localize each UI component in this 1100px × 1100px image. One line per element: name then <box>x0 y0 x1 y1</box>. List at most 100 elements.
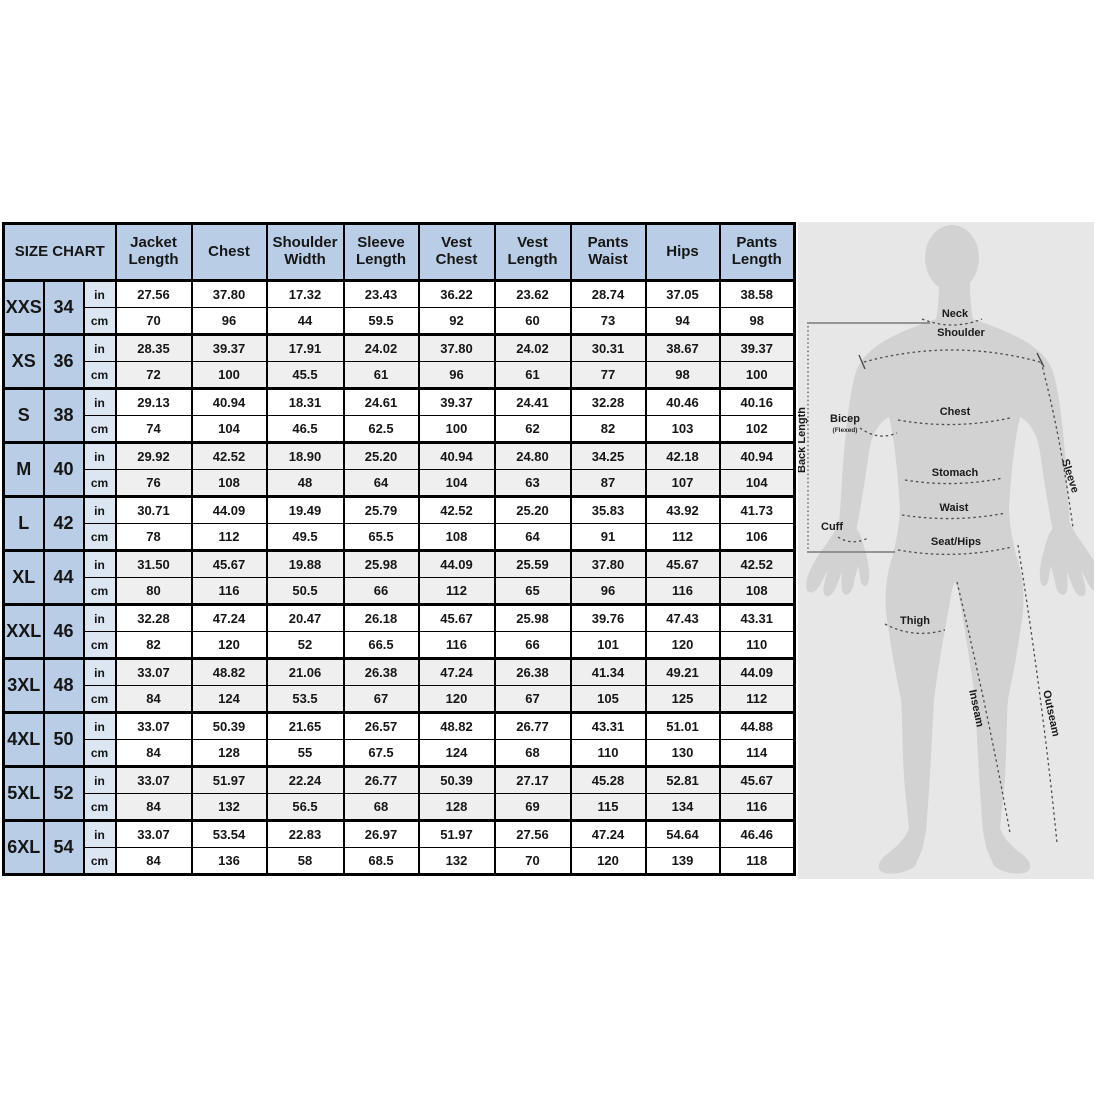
table-row: cm 76 108 48 64 104 63 87 107 104 <box>4 469 796 497</box>
measurement-cell: 107 <box>644 469 721 497</box>
measurement-cell: 104 <box>718 469 796 497</box>
table-row: cm 84 136 58 68.5 132 70 120 139 118 <box>4 847 796 875</box>
measurement-cell: 55 <box>265 739 345 767</box>
measurement-cell: 41.34 <box>569 657 647 686</box>
column-header: Shoulder Width <box>265 223 345 282</box>
measurement-cell: 42.52 <box>190 441 268 470</box>
unit-cell: cm <box>82 415 117 443</box>
measurement-cell: 24.02 <box>493 333 572 362</box>
seat-hips-label: Seat/Hips <box>931 536 981 548</box>
measurement-cell: 116 <box>718 793 796 821</box>
measurement-cell: 43.31 <box>718 603 796 632</box>
measurement-cell: 39.37 <box>718 333 796 362</box>
thigh-label: Thigh <box>900 615 930 627</box>
table-row: L 42 in 30.71 44.09 19.49 25.79 42.52 25.20 35.83… <box>2 495 796 551</box>
measurement-cell: 26.18 <box>342 603 420 632</box>
column-header: Pants Length <box>718 223 796 282</box>
measurement-cell: 65 <box>493 577 572 605</box>
sleeve-measure-line <box>1040 361 1074 529</box>
inseam-measure-line <box>956 581 1011 834</box>
table-row: cm 74 104 46.5 62.5 100 62 82 103 102 <box>4 415 796 443</box>
measurement-cell: 39.37 <box>190 333 268 362</box>
measurement-cell: 50.39 <box>190 711 268 740</box>
measurement-cell: 42.18 <box>644 441 721 470</box>
outseam-label: Outseam <box>1040 689 1062 738</box>
measurement-cell: 134 <box>644 793 721 821</box>
measurement-cell: 29.13 <box>114 387 193 416</box>
measurement-cell: 24.80 <box>493 441 572 470</box>
measurement-cell: 108 <box>718 577 796 605</box>
measurement-cell: 52 <box>265 631 345 659</box>
size-number-cell: 46 <box>42 603 85 659</box>
measurement-cell: 26.77 <box>342 765 420 794</box>
measurement-cell: 37.05 <box>644 279 721 308</box>
stomach-measure-line <box>904 477 1004 485</box>
measurement-cell: 112 <box>718 685 796 713</box>
measurement-cell: 66 <box>342 577 420 605</box>
size-chart-table: SIZE CHART Jacket Length Chest Shoulder Wi… <box>2 222 796 876</box>
size-number-cell: 48 <box>42 657 85 713</box>
measurement-cell: 45.28 <box>569 765 647 794</box>
measurement-cell: 68.5 <box>342 847 420 875</box>
size-label-cell: 3XL <box>2 657 45 713</box>
table-row: cm 72 100 45.5 61 96 61 77 98 100 <box>4 361 796 389</box>
measurement-cell: 22.24 <box>265 765 345 794</box>
measurement-cell: 132 <box>417 847 496 875</box>
size-label-cell: 6XL <box>2 819 45 875</box>
column-header: Jacket Length <box>114 223 193 282</box>
shoulder-label: Shoulder <box>937 327 985 339</box>
measurement-cell: 36.22 <box>417 279 496 308</box>
seat-hips-measure-line <box>897 546 1013 555</box>
size-label-cell: 4XL <box>2 711 45 767</box>
size-number-cell: 40 <box>42 441 85 497</box>
measurement-cell: 69 <box>493 793 572 821</box>
unit-cell: cm <box>82 523 117 551</box>
measurement-cell: 67.5 <box>342 739 420 767</box>
measurement-cell: 59.5 <box>342 307 420 335</box>
unit-cell: cm <box>82 631 117 659</box>
table-row: XS 36 in 28.35 39.37 17.91 24.02 37.80 24.02 30.3… <box>2 333 796 389</box>
shoulder-measure-line <box>863 349 1041 363</box>
measurement-cell: 84 <box>114 685 193 713</box>
measurement-cell: 61 <box>342 361 420 389</box>
measurement-cell: 102 <box>718 415 796 443</box>
measurement-cell: 25.20 <box>342 441 420 470</box>
size-label-cell: XS <box>2 333 45 389</box>
size-number-cell: 52 <box>42 765 85 821</box>
unit-cell: cm <box>82 361 117 389</box>
measurement-cell: 25.20 <box>493 495 572 524</box>
measurement-cell: 28.74 <box>569 279 647 308</box>
measurement-cell: 108 <box>417 523 496 551</box>
measurement-cell: 42.52 <box>718 549 796 578</box>
column-header: Sleeve Length <box>342 223 420 282</box>
unit-cell: cm <box>82 577 117 605</box>
measurement-cell: 70 <box>114 307 193 335</box>
measurement-cell: 26.97 <box>342 819 420 848</box>
measurement-cell: 53.54 <box>190 819 268 848</box>
measurement-cell: 50.39 <box>417 765 496 794</box>
measurement-cell: 40.94 <box>417 441 496 470</box>
chest-measure-line <box>897 417 1011 426</box>
measurement-cell: 70 <box>493 847 572 875</box>
measurement-cell: 68 <box>342 793 420 821</box>
measurement-cell: 24.41 <box>493 387 572 416</box>
measurement-cell: 112 <box>644 523 721 551</box>
measurement-cell: 118 <box>718 847 796 875</box>
measurement-cell: 25.98 <box>342 549 420 578</box>
measurement-cell: 87 <box>569 469 647 497</box>
size-number-cell: 34 <box>42 279 85 335</box>
measurement-cell: 29.92 <box>114 441 193 470</box>
measurement-cell: 33.07 <box>114 657 193 686</box>
measurement-cell: 31.50 <box>114 549 193 578</box>
measurement-cell: 17.91 <box>265 333 345 362</box>
measurement-cell: 100 <box>417 415 496 443</box>
measurement-cell: 112 <box>190 523 268 551</box>
waist-measure-line <box>901 512 1007 520</box>
measurement-cell: 84 <box>114 793 193 821</box>
column-header: Pants Waist <box>569 223 647 282</box>
measurement-cell: 61 <box>493 361 572 389</box>
measurement-cell: 128 <box>417 793 496 821</box>
measurement-cell: 105 <box>569 685 647 713</box>
stomach-label: Stomach <box>932 467 979 479</box>
measurement-cell: 100 <box>190 361 268 389</box>
